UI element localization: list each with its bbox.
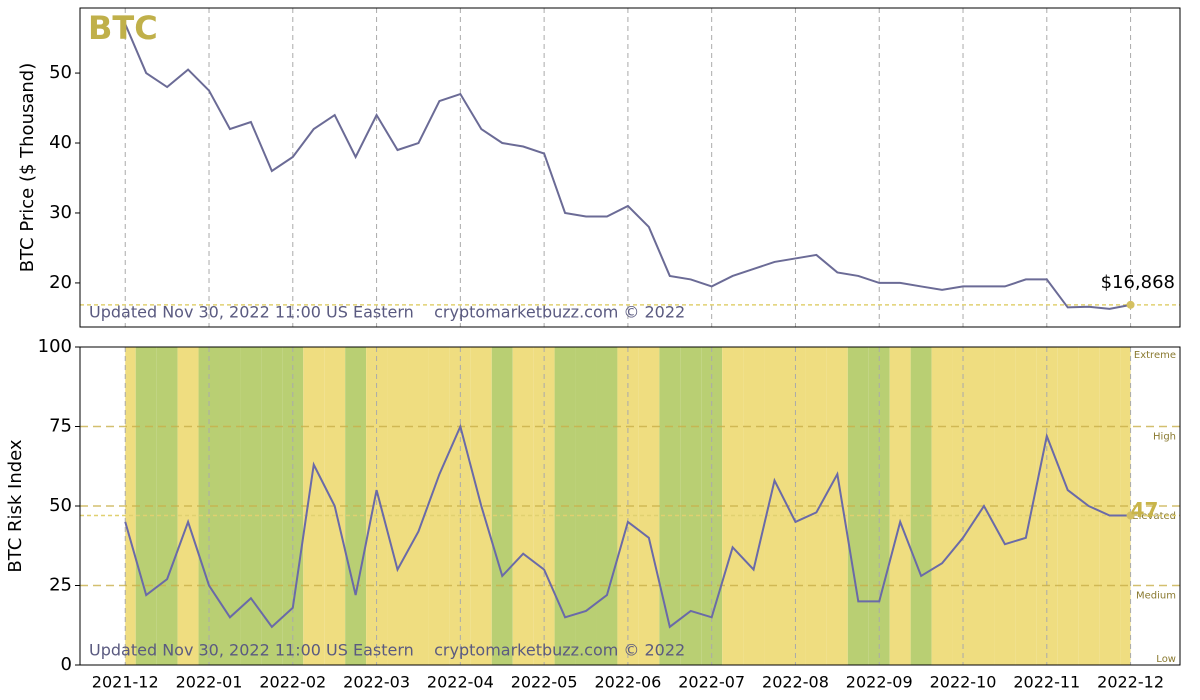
y-tick-label: 50: [49, 495, 72, 516]
x-tick-label: 2021-12: [92, 673, 159, 692]
level-label: Extreme: [1134, 350, 1176, 361]
data-line: [124, 23, 1131, 310]
x-tick-label: 2022-04: [427, 673, 494, 692]
y-tick-label: 0: [61, 654, 72, 675]
level-label: High: [1153, 432, 1176, 443]
x-tick-label: 2022-03: [343, 673, 410, 692]
current-dot: [1126, 511, 1135, 520]
x-tick-label: 2022-12: [1097, 673, 1164, 692]
footer: Updated Nov 30, 2022 11:00 US Eastern cr…: [89, 641, 685, 660]
x-tick-label: 2022-01: [176, 673, 243, 692]
plot-frame: [79, 7, 1181, 328]
y-tick-label: 25: [49, 575, 72, 596]
level-label: Medium: [1136, 591, 1176, 602]
level-label: Elevated: [1132, 511, 1176, 522]
plot-frame: [79, 346, 1181, 666]
footer: Updated Nov 30, 2022 11:00 US Eastern cr…: [89, 303, 685, 322]
level-label: Low: [1156, 654, 1176, 665]
data-line: [124, 423, 1131, 629]
x-tick-label: 2022-02: [259, 673, 326, 692]
x-tick-label: 2022-07: [678, 673, 745, 692]
y-axis-label: BTC Risk Index: [5, 439, 26, 573]
y-tick-label: 40: [49, 132, 72, 153]
current-dot: [1126, 300, 1135, 309]
y-tick-label: 75: [49, 416, 72, 437]
y-tick-label: 20: [49, 272, 72, 293]
current-label: $16,868: [1101, 272, 1175, 293]
y-tick-label: 50: [49, 62, 72, 83]
x-tick-label: 2022-10: [930, 673, 997, 692]
y-tick-label: 100: [38, 336, 72, 357]
x-tick-label: 2022-11: [1013, 673, 1080, 692]
x-tick-label: 2022-08: [762, 673, 829, 692]
x-tick-label: 2022-06: [594, 673, 661, 692]
current-label: 47: [1131, 498, 1159, 522]
risk-band: [125, 347, 136, 665]
chart-title: BTC: [88, 9, 158, 47]
y-tick-label: 30: [49, 202, 72, 223]
y-axis-label: BTC Price ($ Thousand): [17, 63, 38, 273]
x-tick-label: 2022-09: [846, 673, 913, 692]
x-tick-label: 2022-05: [511, 673, 578, 692]
